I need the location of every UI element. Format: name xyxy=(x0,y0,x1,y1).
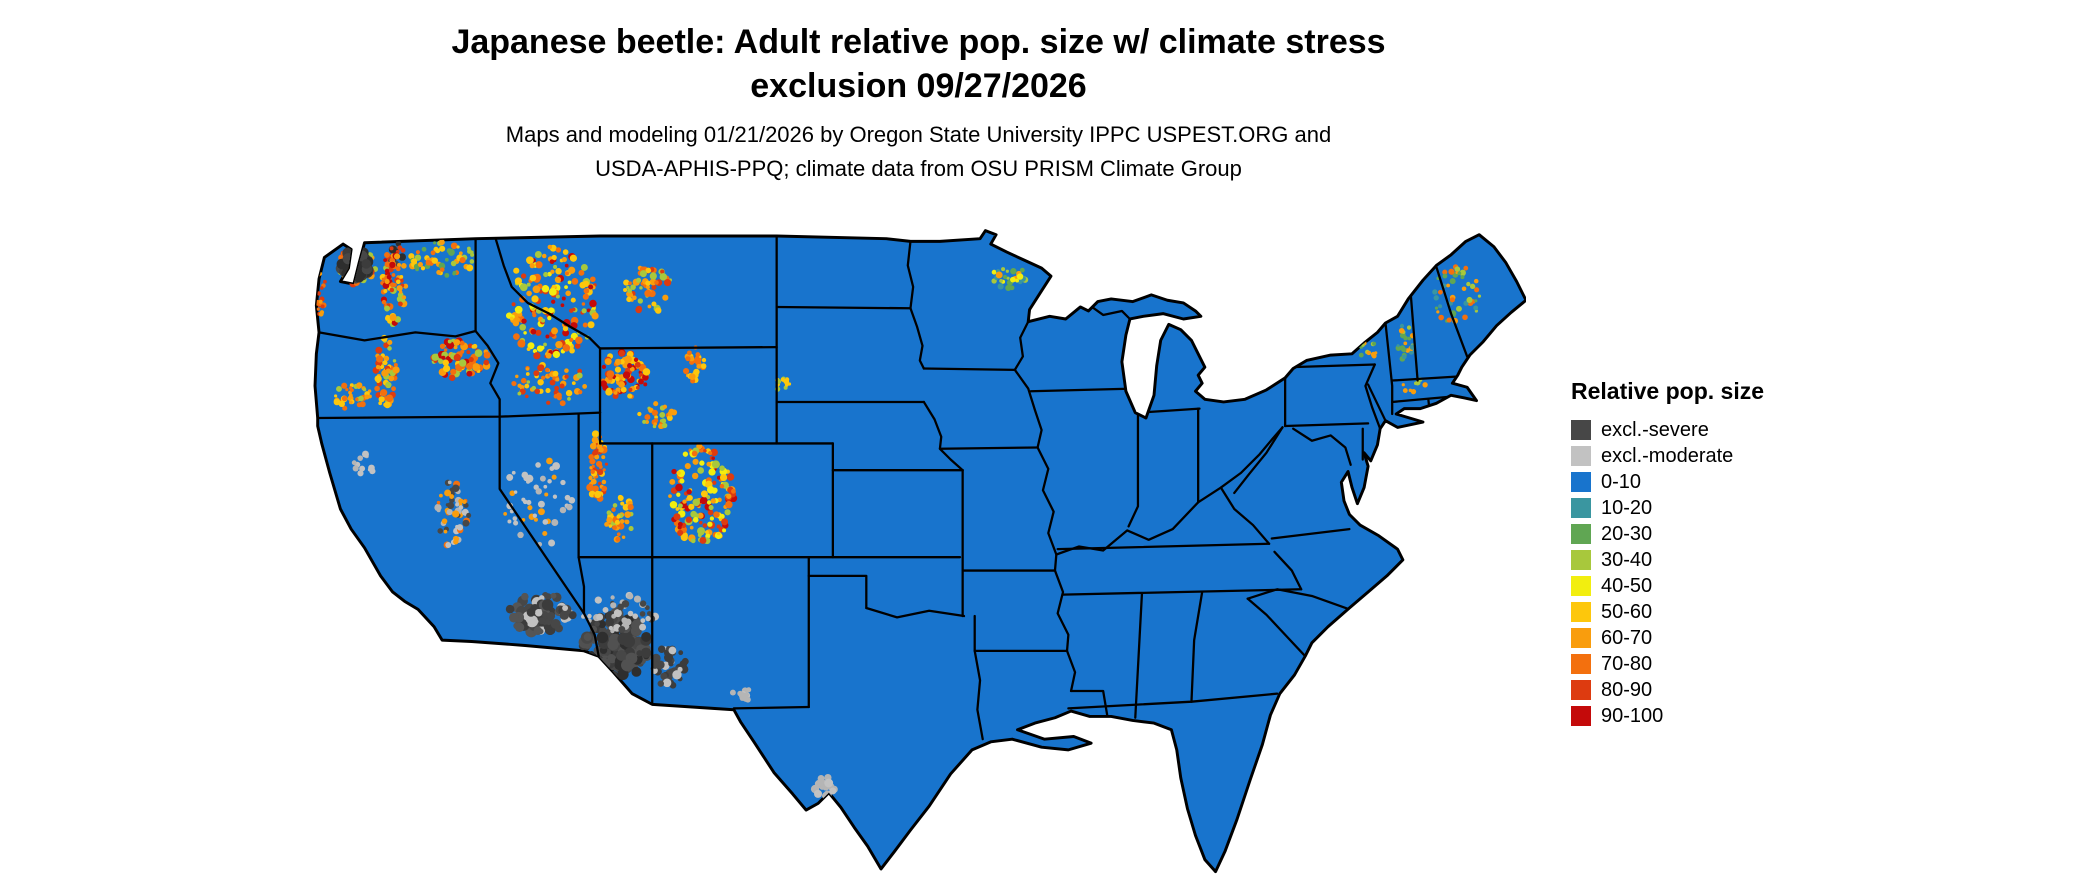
legend-label: 80-90 xyxy=(1601,678,1653,701)
legend-swatch xyxy=(1571,654,1591,674)
hotspot-texas-davis-mountains xyxy=(810,773,838,800)
legend-item: 80-90 xyxy=(1571,677,1764,703)
hotspot-maine-mountains xyxy=(1432,264,1482,324)
hotspot-bighorn-wyoming xyxy=(682,345,707,384)
legend-swatch xyxy=(1571,498,1591,518)
legend-item: 10-20 xyxy=(1571,495,1764,521)
hotspot-california-sierra xyxy=(434,479,472,549)
legend-label: 60-70 xyxy=(1601,626,1653,649)
hotspot-new-mexico-southwest xyxy=(650,645,689,689)
hotspot-utah-plateaus xyxy=(604,494,634,543)
legend-swatch xyxy=(1571,628,1591,648)
subtitle-line-1: Maps and modeling 01/21/2026 by Oregon S… xyxy=(505,122,1332,147)
legend-swatch xyxy=(1571,602,1591,622)
legend-rows: excl.-severe excl.-moderate 0-10 10-20 20-30… xyxy=(1571,417,1764,729)
legend-swatch xyxy=(1571,706,1591,726)
us-map xyxy=(311,225,1526,884)
hotspot-or-southwest xyxy=(333,382,372,411)
hotspot-el-paso-organ xyxy=(729,687,752,703)
title-line-2: exclusion 09/27/2026 xyxy=(750,67,1087,106)
legend-item: 30-40 xyxy=(1571,547,1764,573)
legend-label: 0-10 xyxy=(1601,470,1642,493)
legend-label: excl.-moderate xyxy=(1601,444,1734,467)
legend-swatch xyxy=(1571,420,1591,440)
hotspot-yellowstone-wyoming xyxy=(600,348,651,400)
hotspot-wyoming-south xyxy=(637,401,678,429)
title-line-1: Japanese beetle: Adult relative pop. siz… xyxy=(451,23,1386,61)
hotspot-california-northcoast xyxy=(351,450,376,477)
legend-swatch xyxy=(1571,576,1591,596)
hotspot-idaho-south xyxy=(511,361,588,407)
legend-label: 40-50 xyxy=(1601,574,1653,597)
legend-label: 70-80 xyxy=(1601,652,1653,675)
hotspot-or-cascades xyxy=(372,334,400,409)
state-borders xyxy=(316,234,1469,741)
legend-title: Relative pop. size xyxy=(1571,378,1765,404)
legend-item: 50-60 xyxy=(1571,599,1764,625)
legend-swatch xyxy=(1571,446,1591,466)
legend-item: 60-70 xyxy=(1571,625,1764,651)
legend-label: 30-40 xyxy=(1601,548,1653,571)
legend-item: 0-10 xyxy=(1571,469,1764,495)
hotspot-nevada-ranges xyxy=(503,457,576,547)
legend-item: 70-80 xyxy=(1571,651,1764,677)
hotspot-mojave-desert xyxy=(505,591,577,638)
figure-title: Japanese beetle: Adult relative pop. siz… xyxy=(311,20,1526,108)
hotspot-or-blue-mountains xyxy=(430,337,491,381)
hotspot-arizona-moderate-fringe xyxy=(581,591,660,634)
legend-swatch xyxy=(1571,524,1591,544)
figure-subtitle: Maps and modeling 01/21/2026 by Oregon S… xyxy=(311,118,1526,186)
legend-item: 90-100 xyxy=(1571,703,1764,729)
legend-item: excl.-moderate xyxy=(1571,443,1764,469)
hotspot-montana-central xyxy=(623,265,673,314)
hotspot-minnesota-arrowhead xyxy=(991,267,1029,292)
legend-item: 20-30 xyxy=(1571,521,1764,547)
hotspot-wa-northeast xyxy=(408,239,475,278)
legend-swatch xyxy=(1571,680,1591,700)
hotspot-wa-cascades xyxy=(379,246,409,328)
hotspot-utah-wasatch xyxy=(586,430,609,502)
legend-item: 40-50 xyxy=(1571,573,1764,599)
legend-label: 90-100 xyxy=(1601,704,1664,727)
hotspot-colorado-rockies xyxy=(668,443,738,545)
legend-swatch xyxy=(1571,472,1591,492)
legend-swatch xyxy=(1571,550,1591,570)
legend-label: 50-60 xyxy=(1601,600,1653,623)
us-outline xyxy=(313,229,1526,874)
subtitle-line-2: USDA-APHIS-PPQ; climate data from OSU PR… xyxy=(595,156,1242,182)
hotspot-vermont-greens xyxy=(1395,323,1416,362)
legend-item: excl.-severe xyxy=(1571,417,1764,443)
legend-label: 20-30 xyxy=(1601,522,1653,545)
legend-label: excl.-severe xyxy=(1601,418,1709,441)
map-legend: Relative pop. size excl.-severe excl.-mod… xyxy=(1571,378,1764,729)
legend-label: 10-20 xyxy=(1601,496,1653,519)
